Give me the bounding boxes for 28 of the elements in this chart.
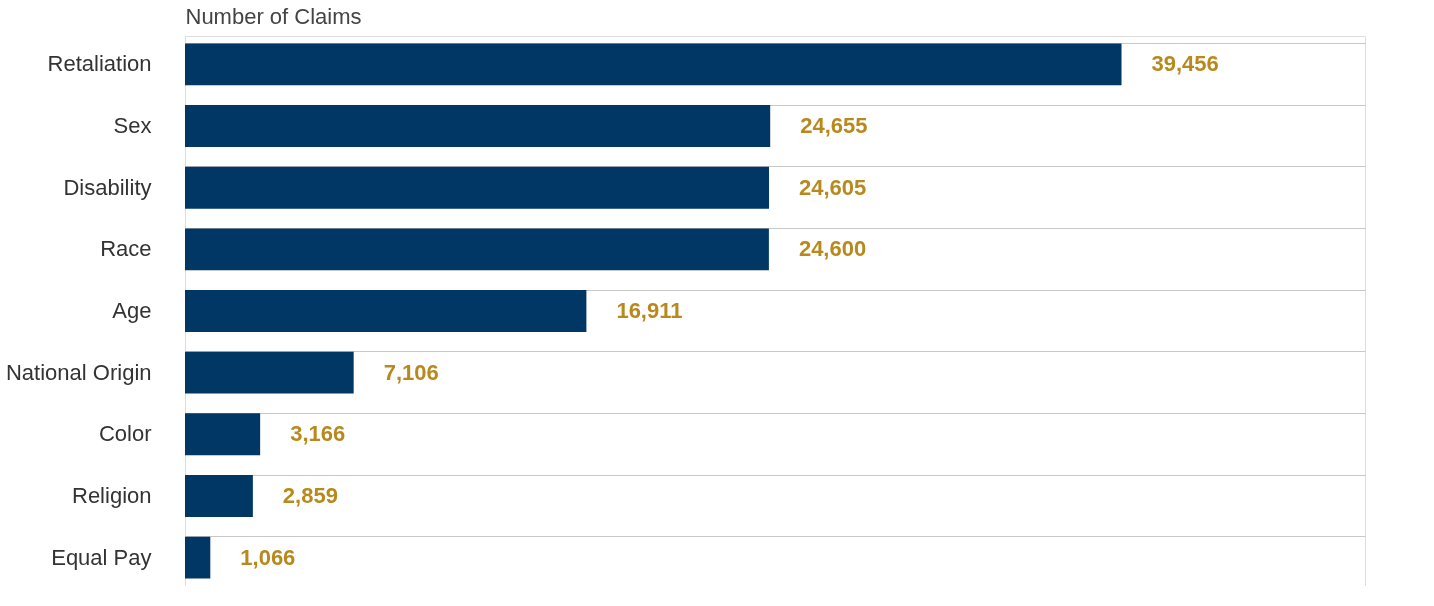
data-label: 16,911 (616, 298, 683, 323)
data-label: 1,066 (240, 544, 296, 570)
data-label: 2,859 (282, 482, 338, 508)
y-tick-label: Equal Pay (51, 544, 152, 570)
data-label: 24,600 (798, 236, 867, 262)
y-tick-label: Race (100, 236, 152, 262)
y-tick-label: Disability (63, 174, 152, 200)
bar (185, 166, 770, 209)
bar (185, 290, 587, 332)
bar (185, 351, 354, 394)
y-tick-label: National Origin (5, 359, 152, 385)
data-label: 24,605 (799, 174, 867, 200)
x-axis-title: Number of Claims (185, 3, 362, 29)
data-label: 3,166 (290, 421, 346, 447)
data-label: 24,655 (800, 113, 868, 139)
data-label: 7,106 (383, 359, 439, 385)
y-tick-label: Religion (72, 482, 152, 508)
y-tick-label: Sex (113, 113, 152, 139)
y-tick-label: Retaliation (47, 51, 152, 77)
bar (185, 43, 1122, 86)
y-tick-label: Color (98, 421, 152, 447)
y-tick-label: Age (112, 298, 152, 323)
bar (185, 228, 769, 271)
bar (185, 536, 211, 579)
data-label: 39,456 (1151, 51, 1219, 77)
bar (185, 413, 261, 456)
bar (185, 475, 253, 517)
bar (185, 105, 771, 147)
